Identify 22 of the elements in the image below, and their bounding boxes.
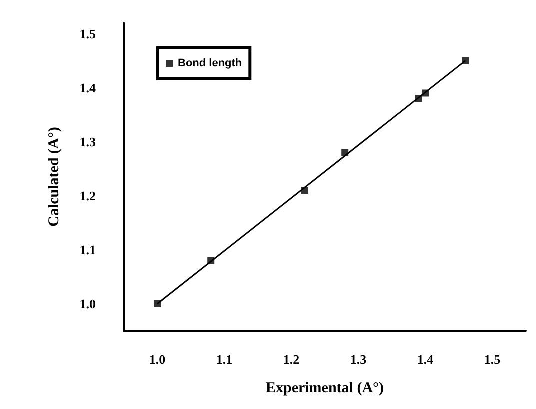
- point: [301, 187, 308, 194]
- point: [154, 300, 161, 308]
- x-tick-label: 1.4: [417, 352, 434, 367]
- x-axis-title: Experimental (A°): [266, 380, 384, 396]
- y-tick-label: 1.1: [80, 242, 96, 258]
- y-tick-label: 1.0: [80, 296, 96, 312]
- x-tick-label: 1.5: [484, 352, 502, 367]
- y-tick-label: 1.2: [80, 188, 96, 204]
- point: [208, 257, 215, 264]
- x-tick-label: 1.3: [350, 352, 368, 367]
- y-axis-title: Calculated (A°): [46, 127, 62, 227]
- y-tick-label: 1.3: [80, 134, 96, 150]
- point: [422, 90, 429, 97]
- legend-label: Bond length: [178, 58, 242, 70]
- x-tick-label: 1.2: [283, 352, 300, 367]
- x-tick-label: 1.0: [149, 352, 166, 367]
- point: [462, 57, 470, 64]
- x-tick-label: 1.1: [216, 352, 233, 367]
- point: [342, 149, 349, 156]
- point: [415, 95, 422, 102]
- y-tick-label: 1.4: [80, 80, 96, 96]
- y-tick-label: 1.5: [80, 26, 96, 42]
